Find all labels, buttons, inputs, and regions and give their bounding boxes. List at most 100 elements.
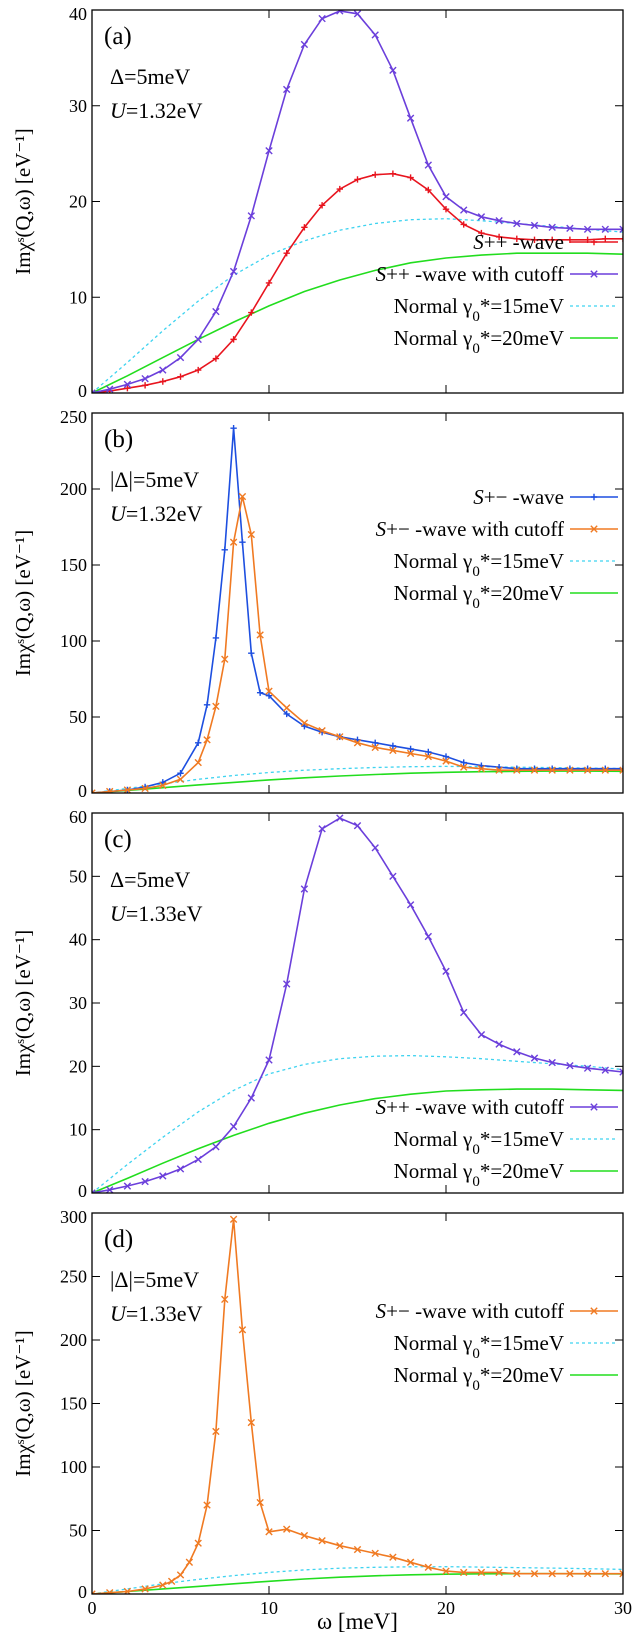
x-tick-label: 20 — [437, 1598, 455, 1618]
data-point — [442, 1567, 450, 1575]
data-point — [566, 1062, 574, 1070]
data-point — [407, 745, 414, 753]
series-line-3 — [92, 1088, 623, 1193]
data-point — [177, 770, 184, 777]
legend-label: Normal γ0*=15meV — [394, 1127, 564, 1158]
data-point — [141, 382, 149, 389]
y-tick-label: 20 — [69, 192, 87, 212]
data-point — [583, 1064, 592, 1072]
data-point — [619, 1569, 623, 1578]
data-point — [371, 844, 379, 852]
panel-label: (a) — [104, 23, 132, 50]
y-tick-label: 0 — [78, 381, 87, 401]
data-point — [549, 236, 556, 243]
data-point — [548, 223, 556, 232]
legend-label: S+− -wave with cutoff — [376, 517, 564, 541]
data-point — [371, 31, 379, 39]
data-point — [221, 1295, 229, 1304]
data-point — [229, 267, 238, 276]
data-point — [159, 781, 167, 790]
plot-frame — [91, 412, 624, 794]
data-point — [548, 766, 556, 774]
legend-label: Normal γ0*=15meV — [394, 549, 564, 580]
data-point — [248, 309, 255, 316]
data-point — [195, 739, 202, 747]
panel-param: U=1.33eV — [110, 1301, 203, 1326]
panel-param: U=1.32eV — [110, 98, 203, 123]
legend-marker — [590, 270, 598, 278]
series-line-3 — [92, 218, 623, 393]
data-point — [371, 1549, 379, 1558]
data-point — [92, 1590, 96, 1594]
data-point — [460, 1008, 468, 1017]
series-line-3 — [92, 1572, 623, 1594]
data-point — [460, 763, 468, 771]
y-tick-label: 60 — [69, 807, 87, 827]
legend-label: S++ -wave — [473, 230, 564, 254]
legend-label: S++ -wave with cutoff — [376, 262, 564, 286]
data-point — [389, 872, 397, 881]
data-point — [318, 726, 326, 735]
data-point — [265, 1056, 273, 1064]
data-point — [283, 85, 291, 94]
data-point — [238, 492, 247, 501]
chart-panel-4: 0 50 100 150 200 250 300 0 10 20 30 (d) |Δ|=5meV U=1.… — [11, 1207, 632, 1618]
data-point — [460, 206, 468, 214]
data-point — [495, 233, 503, 241]
y-tick-label: 40 — [69, 930, 87, 950]
data-point — [238, 1326, 247, 1334]
data-point — [300, 1531, 309, 1540]
data-point — [229, 538, 238, 546]
data-point — [203, 1501, 211, 1509]
data-point — [159, 1581, 167, 1589]
data-point — [601, 1066, 609, 1074]
data-point — [424, 752, 432, 761]
data-point — [513, 766, 521, 774]
data-point — [176, 775, 185, 784]
legend-marker — [590, 238, 598, 246]
data-point — [177, 373, 184, 380]
data-point — [548, 1058, 556, 1067]
data-point — [619, 225, 623, 233]
data-point — [300, 885, 309, 893]
data-point — [194, 1155, 202, 1164]
data-point — [194, 1539, 202, 1547]
data-point — [176, 1165, 185, 1173]
data-point — [212, 355, 220, 362]
data-point — [619, 1068, 623, 1076]
panel-label: (c) — [104, 826, 132, 853]
data-point — [212, 1427, 220, 1436]
data-point — [248, 649, 255, 657]
data-point — [530, 1569, 539, 1578]
x-tick-label: 10 — [260, 1598, 278, 1618]
series-line-2 — [92, 1054, 623, 1193]
legend-marker — [590, 1103, 598, 1111]
chart-panel-3: 0 10 20 30 40 50 60 (c) Δ=5meV U=1.33eV S++ -wave … — [11, 807, 624, 1201]
legend: S++ -wave S++ -wave with cutoff Normal γ0*… — [376, 230, 618, 357]
data-point — [566, 224, 574, 233]
data-point — [124, 385, 131, 392]
legend-label: Normal γ0*=15meV — [394, 1331, 564, 1362]
plot-frame — [91, 812, 624, 1194]
y-axis-label: Imχˢ(Q,ω) [eV⁻¹] — [11, 530, 35, 676]
data-point — [123, 380, 132, 389]
data-point — [203, 701, 211, 709]
data-point — [256, 1498, 264, 1507]
legend-label: Normal γ0*=20meV — [394, 581, 564, 612]
data-point — [513, 219, 521, 228]
data-point — [372, 171, 379, 178]
panel-param: |Δ|=5meV — [110, 1267, 199, 1292]
series-line-3 — [92, 765, 623, 793]
data-point — [389, 742, 397, 750]
data-point — [460, 1568, 468, 1577]
y-axis-label: Imχˢ(Q,ω) [eV⁻¹] — [11, 128, 35, 274]
data-point — [318, 1536, 326, 1545]
y-tick-label: 250 — [60, 1267, 87, 1287]
data-point — [212, 1143, 220, 1151]
data-point — [442, 753, 450, 760]
data-point — [141, 1585, 149, 1593]
data-point — [194, 758, 202, 767]
data-point — [221, 655, 229, 663]
data-point — [159, 1172, 167, 1180]
data-point — [318, 825, 326, 833]
